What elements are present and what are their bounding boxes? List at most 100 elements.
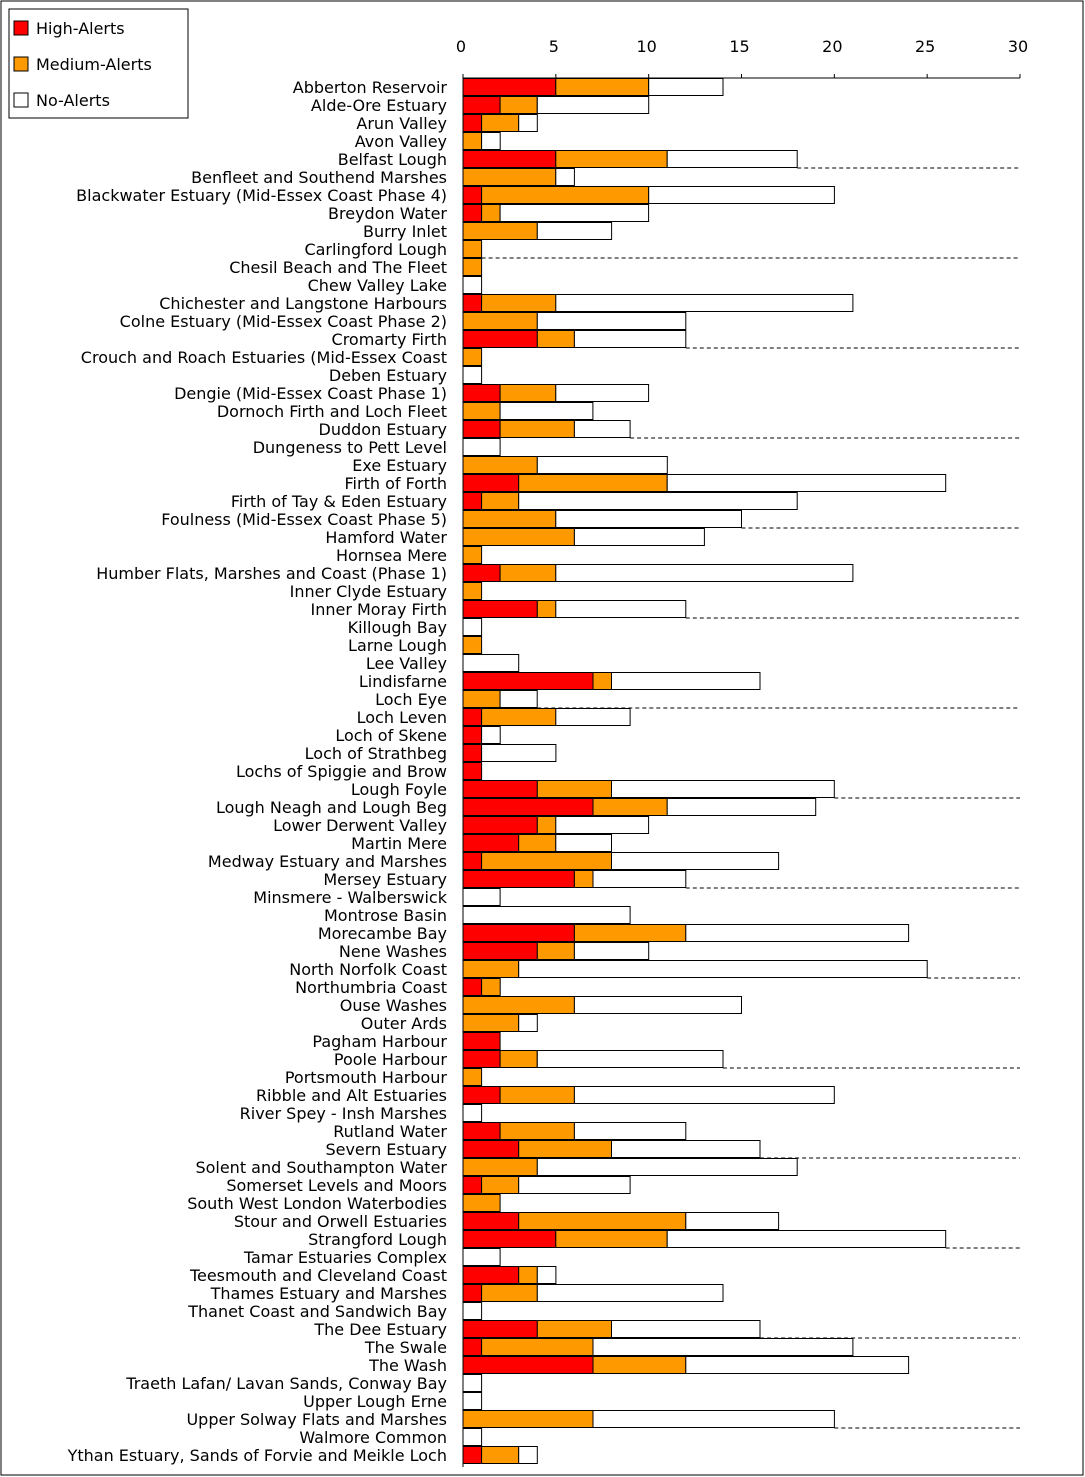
bar-segment-no-alerts [555,816,650,834]
bar-segment-no-alerts [666,1230,947,1248]
category-label: Lough Neagh and Lough Beg [216,798,447,817]
bar-segment-medium-alerts [462,348,483,366]
legend-item-no-alerts: No-Alerts [13,91,110,110]
bar-segment-no-alerts [499,204,650,222]
bar-segment-medium-alerts [555,78,650,96]
category-label: Nene Washes [339,942,447,961]
category-label: South West London Waterbodies [187,1194,447,1213]
bar-segment-no-alerts [555,384,650,402]
bar-segment-no-alerts [555,708,631,726]
bar-stour-and-orwell-estuaries [462,1212,780,1230]
category-label: Dornoch Firth and Loch Fleet [217,402,447,421]
bar-chesil-beach-and-the-fleet [462,258,483,276]
category-label: Strangford Lough [308,1230,447,1249]
bar-segment-no-alerts [611,852,780,870]
category-label: Severn Estuary [325,1140,447,1159]
bar-segment-medium-alerts [573,924,687,942]
category-label: Martin Mere [351,834,447,853]
bar-segment-medium-alerts [499,1086,575,1104]
bar-segment-medium-alerts [536,600,557,618]
bar-hornsea-mere [462,546,483,564]
bar-loch-of-strathbeg [462,744,557,762]
bar-segment-medium-alerts [462,240,483,258]
bar-deben-estuary [462,366,483,384]
category-label: Lee Valley [366,654,447,673]
bar-morecambe-bay [462,924,910,942]
bar-loch-eye [462,690,538,708]
category-label: Lindisfarne [359,672,447,691]
bar-the-dee-estuary [462,1320,761,1338]
category-label: Chew Valley Lake [308,276,447,295]
bar-segment-no-alerts [536,96,650,114]
bar-cromarty-firth [462,330,687,348]
bar-segment-no-alerts [611,672,761,690]
x-tick-label: 15 [729,37,749,56]
bar-segment-no-alerts [555,168,575,186]
bar-segment-medium-alerts [481,186,650,204]
bar-segment-medium-alerts [481,978,501,996]
category-label: Alde-Ore Estuary [311,96,447,115]
category-label: Firth of Forth [345,474,447,493]
category-label: Lough Foyle [351,780,447,799]
category-label: Larne Lough [348,636,447,655]
bar-ouse-washes [462,996,743,1014]
category-label: Humber Flats, Marshes and Coast (Phase 1… [96,564,447,583]
bar-segment-no-alerts [462,1374,483,1392]
bar-segment-no-alerts [555,834,612,852]
bar-segment-high-alerts [462,564,501,582]
bar-segment-high-alerts [462,816,538,834]
bar-belfast-lough [462,150,798,168]
bar-segment-medium-alerts [499,420,575,438]
bar-lindisfarne [462,672,761,690]
bar-segment-medium-alerts [592,1356,687,1374]
bar-rutland-water [462,1122,687,1140]
bar-inner-clyde-estuary [462,582,483,600]
bar-lough-neagh-and-lough-beg [462,798,817,816]
bar-segment-no-alerts [518,960,928,978]
bar-alde-ore-estuary [462,96,650,114]
category-label: Dungeness to Pett Level [253,438,447,457]
bar-dornoch-firth-and-loch-fleet [462,402,594,420]
bar-segment-medium-alerts [481,852,613,870]
category-label: Chichester and Langstone Harbours [159,294,447,313]
bar-segment-no-alerts [462,1104,483,1122]
bar-segment-medium-alerts [536,330,575,348]
bar-segment-high-alerts [462,708,483,726]
category-label: Teesmouth and Cleveland Coast [189,1266,447,1285]
bar-chichester-and-langstone-harbours [462,294,854,312]
bar-minsmere-walberswick [462,888,501,906]
legend-item-high-alerts: High-Alerts [13,19,125,38]
legend-label: Medium-Alerts [36,55,152,74]
category-label: Hamford Water [325,528,447,547]
bar-segment-no-alerts [518,114,538,132]
bar-segment-medium-alerts [499,564,557,582]
bar-segment-medium-alerts [481,294,557,312]
bar-segment-medium-alerts [462,132,483,150]
category-label: Upper Solway Flats and Marshes [186,1410,447,1429]
bar-segment-high-alerts [462,672,594,690]
category-label: Thanet Coast and Sandwich Bay [187,1302,447,1321]
bar-humber-flats-marshes-and-coast-phase-1 [462,564,854,582]
legend-label: No-Alerts [36,91,110,110]
bar-segment-no-alerts [648,78,724,96]
bar-lough-foyle [462,780,835,798]
bar-segment-medium-alerts [555,1230,668,1248]
x-tick-label: 25 [915,37,935,56]
bar-firth-of-tay-eden-estuary [462,492,798,510]
bar-segment-no-alerts [573,420,631,438]
bar-segment-high-alerts [462,726,483,744]
bar-killough-bay [462,618,483,636]
bar-segment-medium-alerts [462,528,575,546]
bar-lee-valley [462,654,520,672]
bar-segment-medium-alerts [536,1320,613,1338]
bar-segment-no-alerts [555,564,854,582]
bar-segment-no-alerts [462,888,501,906]
legend: High-Alerts Medium-Alerts No-Alerts [8,8,189,119]
bar-segment-medium-alerts [499,96,538,114]
category-label: The Dee Estuary [313,1320,447,1339]
bar-segment-high-alerts [462,978,483,996]
bar-lochs-of-spiggie-and-brow [462,762,483,780]
bar-mersey-estuary [462,870,687,888]
legend-swatch [13,56,29,72]
bar-duddon-estuary [462,420,631,438]
